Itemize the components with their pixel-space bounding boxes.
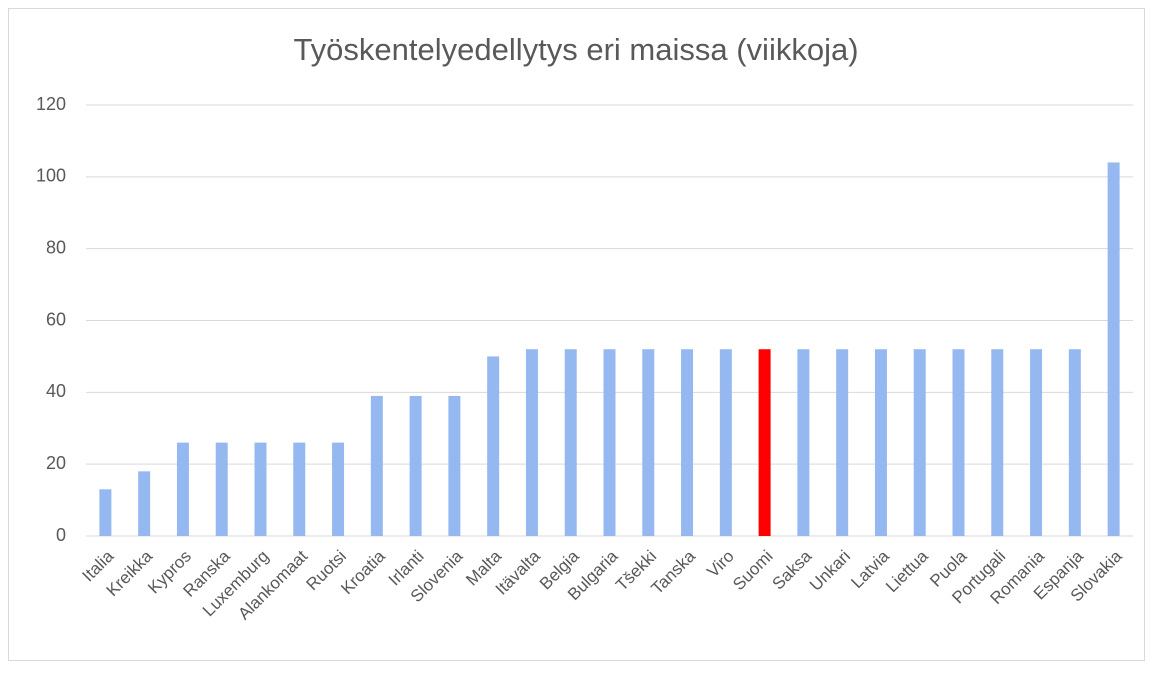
bar (215, 442, 228, 536)
bar (332, 442, 345, 536)
y-tick-label: 0 (56, 525, 66, 545)
y-tick-label: 20 (46, 453, 66, 473)
y-tick-label: 60 (46, 309, 66, 329)
bar (836, 349, 849, 536)
bar (254, 442, 267, 536)
bar (991, 349, 1004, 536)
y-tick-label: 100 (36, 166, 66, 186)
bar (913, 349, 926, 536)
bar (719, 349, 732, 536)
y-tick-label: 40 (46, 381, 66, 401)
bar (797, 349, 810, 536)
y-tick-label: 80 (46, 237, 66, 257)
bar (642, 349, 655, 536)
bar (138, 471, 151, 536)
bar (564, 349, 577, 536)
chart-title: Työskentelyedellytys eri maissa (viikkoj… (293, 32, 858, 67)
bar (1107, 162, 1120, 536)
bar (487, 356, 500, 536)
y-tick-label: 120 (36, 94, 66, 114)
chart-border (8, 8, 1145, 661)
bar (370, 395, 383, 536)
bar (99, 489, 112, 536)
bar (1030, 349, 1043, 536)
bar (448, 395, 461, 536)
bar (293, 442, 306, 536)
bar (758, 349, 771, 536)
bar (525, 349, 538, 536)
bar (409, 395, 422, 536)
bar (603, 349, 616, 536)
bar (952, 349, 965, 536)
bar (681, 349, 694, 536)
bar (1068, 349, 1081, 536)
bar (176, 442, 189, 536)
bar (874, 349, 887, 536)
